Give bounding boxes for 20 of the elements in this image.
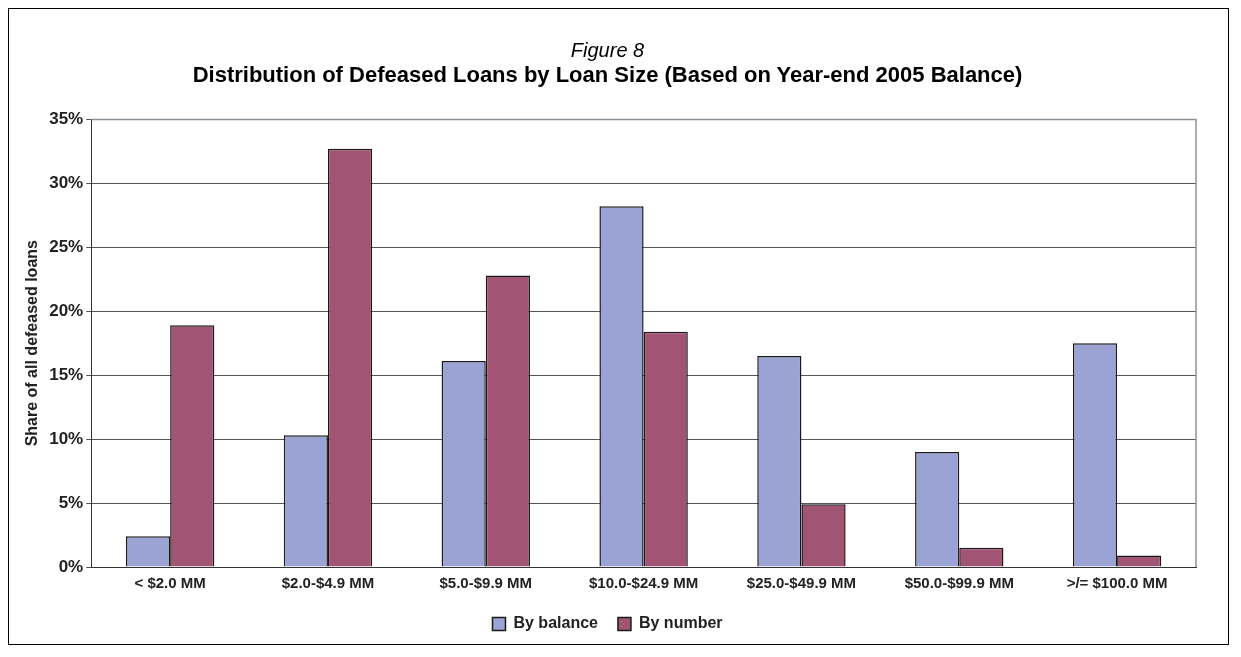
y-tick-label: 30% <box>49 173 84 193</box>
chart-subtitle: Distribution of Defeased Loans by Loan Size (Based on Year-end 2005 Balance) <box>192 62 1023 88</box>
y-tick-label: 20% <box>49 300 84 320</box>
y-tick-label: 15% <box>49 364 84 384</box>
y-tick-label: 10% <box>49 428 84 448</box>
x-tick-label: < $2.0 MM <box>134 574 206 592</box>
x-tick-label: $25.0-$49.9 MM <box>746 574 857 592</box>
x-tick-label: $2.0-$4.9 MM <box>281 574 375 592</box>
x-tick-label: $10.0-$24.9 MM <box>589 574 699 592</box>
x-tick-label: $50.0-$99.9 MM <box>904 574 1014 592</box>
y-tick-label: 5% <box>58 492 84 512</box>
legend-label: By balance <box>513 614 599 632</box>
y-tick-label: 35% <box>49 109 84 129</box>
y-tick-label: 25% <box>49 236 84 256</box>
x-tick-label: $5.0-$9.9 MM <box>439 574 533 592</box>
y-axis-title: Share of all defeased loans <box>23 239 41 447</box>
x-tick-label: >/= $100.0 MM <box>1066 574 1168 592</box>
legend-label: By number <box>638 614 723 632</box>
y-tick-label: 0% <box>58 556 84 576</box>
chart-title: Figure 8 <box>570 38 645 61</box>
